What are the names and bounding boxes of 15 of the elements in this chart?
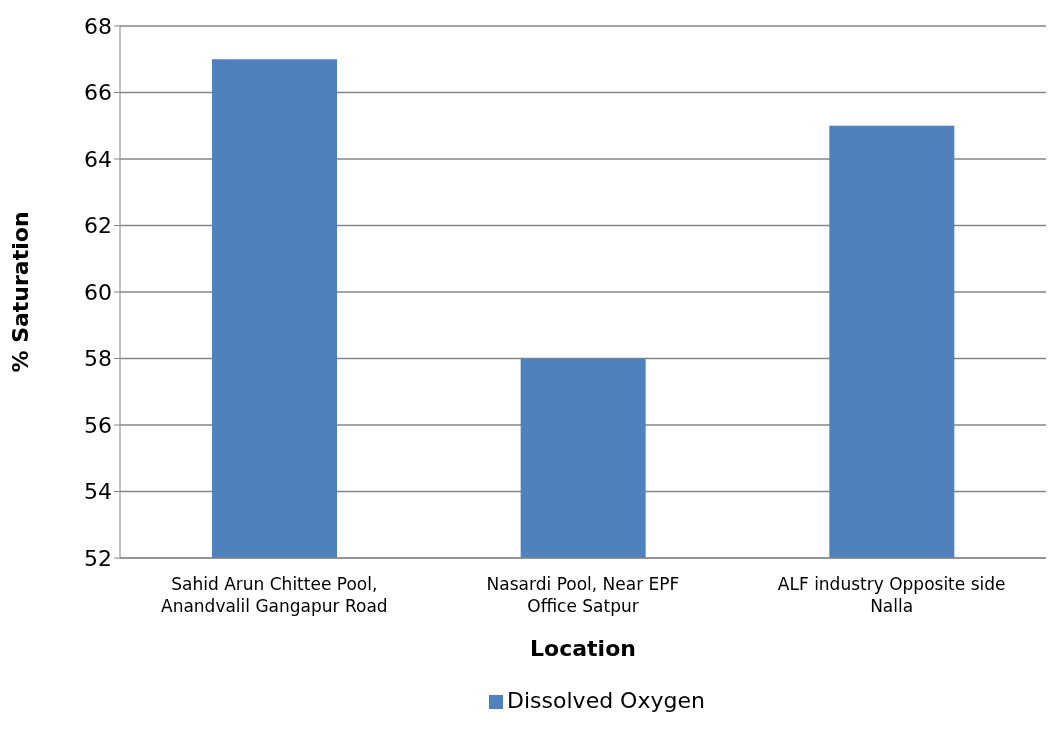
x-tick-label: Sahid Arun Chittee Pool, Anandvalil Gangapur Road bbox=[161, 574, 388, 616]
y-tick-label: 56 bbox=[84, 412, 112, 438]
y-tick-label: 62 bbox=[84, 213, 112, 239]
x-axis-title: Location bbox=[530, 636, 636, 661]
y-tick-label: 58 bbox=[84, 346, 112, 372]
y-tick-label: 64 bbox=[84, 146, 112, 172]
y-tick-label: 60 bbox=[84, 279, 112, 305]
y-tick-label: 52 bbox=[84, 545, 112, 571]
y-tick-label: 66 bbox=[84, 80, 112, 106]
legend-label: Dissolved Oxygen bbox=[507, 688, 705, 713]
y-tick-label: 54 bbox=[84, 479, 112, 505]
y-axis-title: % Saturation bbox=[7, 211, 33, 373]
x-tick-label: Nasardi Pool, Near EPF Office Satpur bbox=[486, 574, 680, 616]
x-tick-label: ALF industry Opposite side Nalla bbox=[777, 574, 1006, 616]
y-tick-label: 68 bbox=[84, 13, 112, 39]
